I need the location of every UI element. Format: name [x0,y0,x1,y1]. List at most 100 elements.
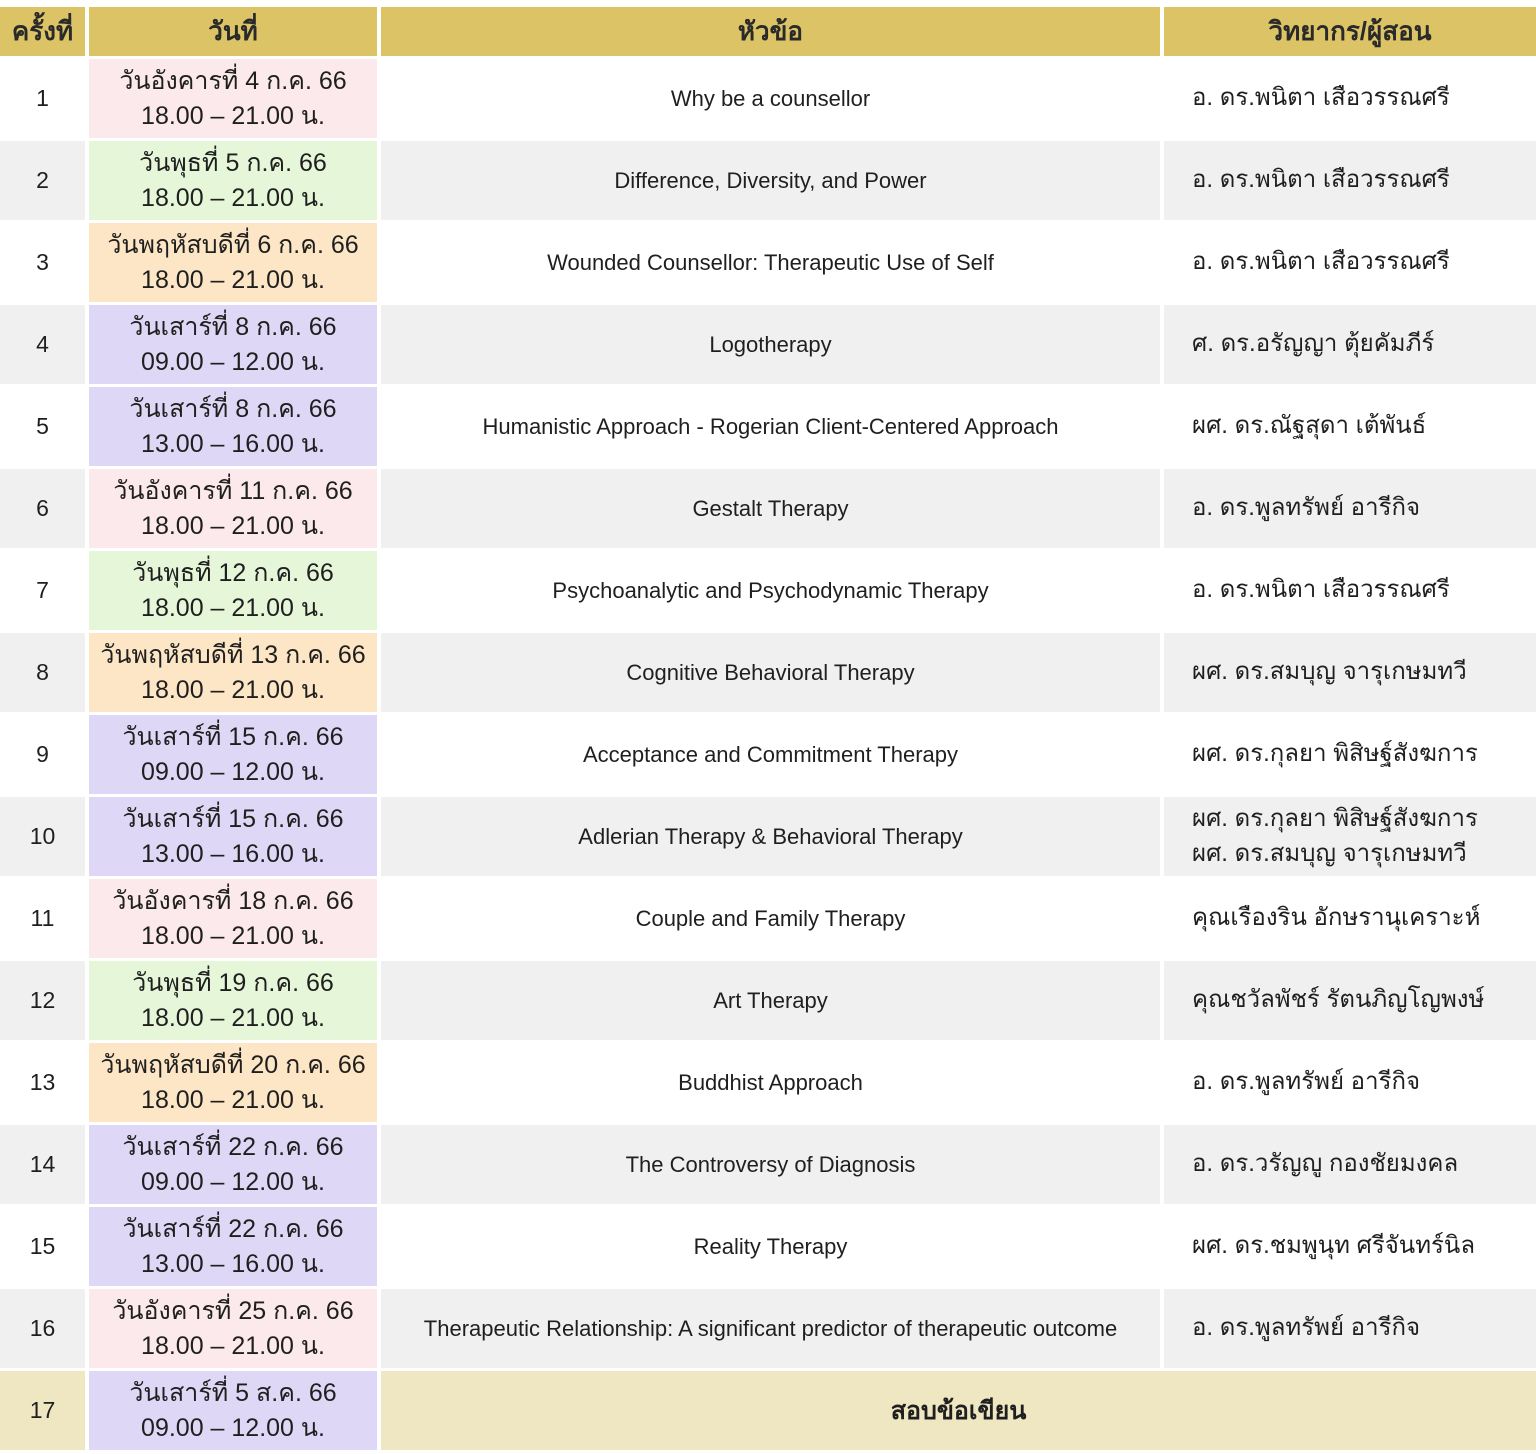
date-line2: 18.00 – 21.00 น. [141,1331,325,1360]
date-line2: 18.00 – 21.00 น. [141,675,325,704]
date-line1: วันพุธที่ 12 ก.ค. 66 [132,559,334,587]
date-line1: วันอังคารที่ 25 ก.ค. 66 [112,1297,354,1325]
topic-cell: Humanistic Approach - Rogerian Client-Ce… [381,387,1160,466]
row-number-cell: 5 [0,387,85,466]
speaker-cell: ผศ. ดร.ณัฐสุดา เต้พันธ์ [1164,387,1536,466]
date-line2: 09.00 – 12.00 น. [141,347,325,376]
row-number-cell: 12 [0,961,85,1040]
date-line2: 09.00 – 12.00 น. [141,1413,325,1442]
date-cell: วันเสาร์ที่ 5 ส.ค. 66 09.00 – 12.00 น. [89,1371,377,1450]
topic-cell: Wounded Counsellor: Therapeutic Use of S… [381,223,1160,302]
speaker-name: อ. ดร.พนิตา เสือวรรณศรี [1192,248,1450,276]
date-cell: วันเสาร์ที่ 8 ก.ค. 66 09.00 – 12.00 น. [89,305,377,384]
speaker-cell: ผศ. ดร.กุลยา พิสิษฐ์สังฆการ [1164,715,1536,794]
date-cell: วันอังคารที่ 4 ก.ค. 66 18.00 – 21.00 น. [89,59,377,138]
date-line1: วันเสาร์ที่ 22 ก.ค. 66 [122,1133,344,1161]
row-number-cell: 15 [0,1207,85,1286]
date-line2: 09.00 – 12.00 น. [141,757,325,786]
topic-cell: Therapeutic Relationship: A significant … [381,1289,1160,1368]
speaker-cell: อ. ดร.วรัญญู กองชัยมงคล [1164,1125,1536,1204]
date-cell: วันพุธที่ 12 ก.ค. 66 18.00 – 21.00 น. [89,551,377,630]
date-line1: วันพฤหัสบดีที่ 6 ก.ค. 66 [107,231,359,259]
speaker-cell: อ. ดร.พนิตา เสือวรรณศรี [1164,141,1536,220]
date-line1: วันพฤหัสบดีที่ 20 ก.ค. 66 [100,1051,366,1079]
date-cell: วันเสาร์ที่ 15 ก.ค. 66 13.00 – 16.00 น. [89,797,377,876]
speaker-name: อ. ดร.พนิตา เสือวรรณศรี [1192,576,1450,604]
date-line2: 09.00 – 12.00 น. [141,1167,325,1196]
date-line1: วันเสาร์ที่ 22 ก.ค. 66 [122,1215,344,1243]
topic-cell: Reality Therapy [381,1207,1160,1286]
header-date: วันที่ [89,7,377,56]
speaker-name: คุณเรืองริน อักษรานุเคราะห์ [1192,904,1481,932]
date-line1: วันพุธที่ 5 ก.ค. 66 [139,149,327,177]
speaker-name: ผศ. ดร.สมบุญ จารุเกษมทวี [1192,658,1467,686]
date-cell: วันพฤหัสบดีที่ 20 ก.ค. 66 18.00 – 21.00 น… [89,1043,377,1122]
row-number-cell: 11 [0,879,85,958]
date-line2: 18.00 – 21.00 น. [141,511,325,540]
topic-cell: Adlerian Therapy & Behavioral Therapy [381,797,1160,876]
topic-cell: Acceptance and Commitment Therapy [381,715,1160,794]
header-topic: หัวข้อ [381,7,1160,56]
row-number-cell: 7 [0,551,85,630]
date-line1: วันพุธที่ 19 ก.ค. 66 [132,969,334,997]
speaker-name: ผศ. ดร.ณัฐสุดา เต้พันธ์ [1192,412,1427,440]
date-line2: 18.00 – 21.00 น. [141,921,325,950]
speaker-name: ผศ. ดร.กุลยา พิสิษฐ์สังฆการ [1192,740,1478,768]
topic-cell: Logotherapy [381,305,1160,384]
date-cell: วันเสาร์ที่ 15 ก.ค. 66 09.00 – 12.00 น. [89,715,377,794]
date-line2: 13.00 – 16.00 น. [141,429,325,458]
topic-cell: Cognitive Behavioral Therapy [381,633,1160,712]
date-cell: วันพุธที่ 5 ก.ค. 66 18.00 – 21.00 น. [89,141,377,220]
header-session-no: ครั้งที่ [0,7,85,56]
date-line1: วันเสาร์ที่ 8 ก.ค. 66 [129,313,337,341]
speaker-cell: อ. ดร.พูลทรัพย์ อารีกิจ [1164,1289,1536,1368]
speaker-name: อ. ดร.พูลทรัพย์ อารีกิจ [1192,1068,1421,1096]
date-cell: วันพฤหัสบดีที่ 13 ก.ค. 66 18.00 – 21.00 น… [89,633,377,712]
speaker-cell: ผศ. ดร.สมบุญ จารุเกษมทวี [1164,633,1536,712]
topic-cell: Difference, Diversity, and Power [381,141,1160,220]
date-cell: วันเสาร์ที่ 22 ก.ค. 66 09.00 – 12.00 น. [89,1125,377,1204]
date-line1: วันอังคารที่ 18 ก.ค. 66 [112,887,354,915]
speaker-cell: อ. ดร.พนิตา เสือวรรณศรี [1164,551,1536,630]
speaker-name: ผศ. ดร.ชมพูนุท ศรีจันทร์นิล [1192,1232,1476,1260]
row-number-cell: 13 [0,1043,85,1122]
speaker-cell: คุณชวัลพัชร์ รัตนภิญโญพงษ์ [1164,961,1536,1040]
header-speaker: วิทยากร/ผู้สอน [1164,7,1536,56]
date-line1: วันอังคารที่ 4 ก.ค. 66 [119,67,347,95]
speaker-cell: อ. ดร.พนิตา เสือวรรณศรี [1164,59,1536,138]
speaker-name: ศ. ดร.อรัญญา ตุ้ยคัมภีร์ [1192,330,1435,358]
date-line2: 18.00 – 21.00 น. [141,593,325,622]
topic-cell: Buddhist Approach [381,1043,1160,1122]
date-line2: 18.00 – 21.00 น. [141,101,325,130]
date-line1: วันพฤหัสบดีที่ 13 ก.ค. 66 [100,641,366,669]
date-cell: วันอังคารที่ 18 ก.ค. 66 18.00 – 21.00 น. [89,879,377,958]
date-cell: วันพฤหัสบดีที่ 6 ก.ค. 66 18.00 – 21.00 น. [89,223,377,302]
date-line2: 18.00 – 21.00 น. [141,265,325,294]
row-number-cell: 10 [0,797,85,876]
date-line1: วันอังคารที่ 11 ก.ค. 66 [113,477,353,505]
date-cell: วันอังคารที่ 25 ก.ค. 66 18.00 – 21.00 น. [89,1289,377,1368]
speaker-cell: อ. ดร.พนิตา เสือวรรณศรี [1164,223,1536,302]
row-number-cell: 3 [0,223,85,302]
topic-cell: Psychoanalytic and Psychodynamic Therapy [381,551,1160,630]
date-cell: วันอังคารที่ 11 ก.ค. 66 18.00 – 21.00 น. [89,469,377,548]
speaker-cell: ผศ. ดร.ชมพูนุท ศรีจันทร์นิล [1164,1207,1536,1286]
date-line2: 18.00 – 21.00 น. [141,1085,325,1114]
date-line1: วันเสาร์ที่ 5 ส.ค. 66 [129,1379,337,1407]
speaker-name: อ. ดร.พูลทรัพย์ อารีกิจ [1192,1314,1421,1342]
speaker-name: อ. ดร.วรัญญู กองชัยมงคล [1192,1150,1459,1178]
topic-cell: Couple and Family Therapy [381,879,1160,958]
speaker-cell: ศ. ดร.อรัญญา ตุ้ยคัมภีร์ [1164,305,1536,384]
speaker-name: ผศ. ดร.กุลยา พิสิษฐ์สังฆการ [1192,804,1478,832]
date-line1: วันเสาร์ที่ 15 ก.ค. 66 [122,723,344,751]
row-number-cell: 2 [0,141,85,220]
speaker-cell: อ. ดร.พูลทรัพย์ อารีกิจ [1164,469,1536,548]
speaker-name: อ. ดร.พูลทรัพย์ อารีกิจ [1192,494,1421,522]
row-number-cell: 16 [0,1289,85,1368]
topic-cell: Art Therapy [381,961,1160,1040]
date-line2: 13.00 – 16.00 น. [141,1249,325,1278]
topic-cell: Gestalt Therapy [381,469,1160,548]
speaker-cell: ผศ. ดร.กุลยา พิสิษฐ์สังฆการ ผศ. ดร.สมบุญ … [1164,797,1536,876]
row-number-cell: 9 [0,715,85,794]
topic-cell: Why be a counsellor [381,59,1160,138]
